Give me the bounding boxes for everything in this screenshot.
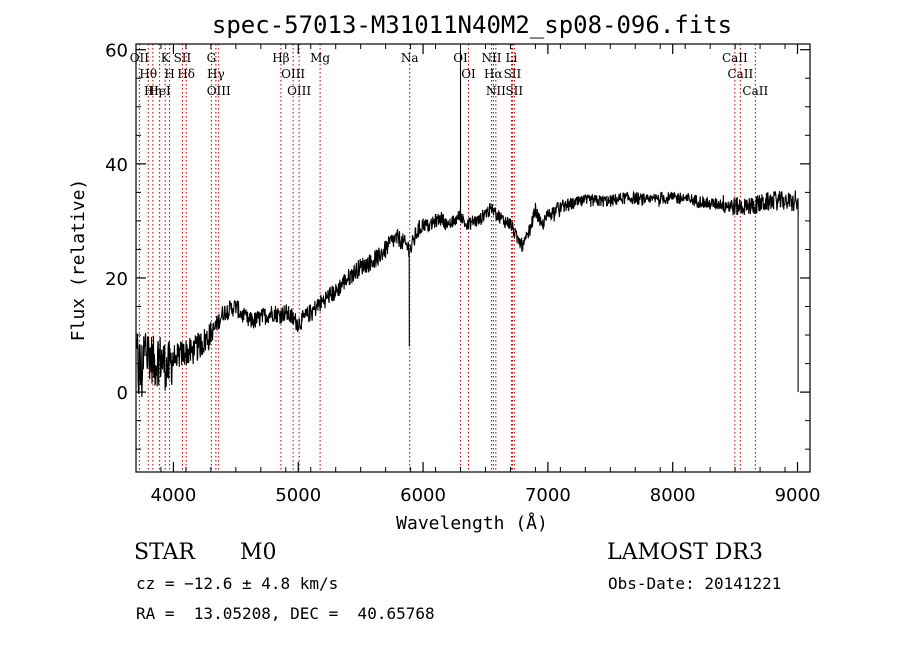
y-tick-label: 0: [117, 383, 128, 404]
line-label: CaII: [722, 51, 748, 65]
line-label: NII: [486, 84, 506, 98]
line-label: CaII: [742, 84, 768, 98]
line-label: OIII: [281, 67, 305, 81]
coordinates: RA = 13.05208, DEC = 40.65768: [136, 604, 435, 623]
object-class: STAR: [134, 540, 195, 565]
line-label: Hα: [484, 67, 503, 81]
survey-label: LAMOST DR3: [607, 540, 763, 565]
line-label: SII: [505, 84, 523, 98]
y-tick-label: 40: [105, 155, 128, 176]
line-label: OIII: [287, 84, 311, 98]
redshift-info: cz = −12.6 ± 4.8 km/s: [136, 574, 339, 593]
line-label: SII: [174, 51, 192, 65]
y-tick-label: 60: [105, 41, 128, 62]
x-tick-label: 7000: [525, 485, 571, 506]
observation-date: Obs-Date: 20141221: [608, 574, 782, 593]
y-tick-label: 20: [105, 269, 128, 290]
line-label: CaII: [727, 67, 753, 81]
x-axis: 4000 5000 6000 7000 8000 9000: [135, 44, 821, 506]
line-label: H: [164, 67, 174, 81]
line-label: OII: [130, 51, 150, 65]
line-label: Hη: [144, 84, 162, 98]
x-tick-label: 5000: [275, 485, 321, 506]
x-tick-label: 8000: [650, 485, 696, 506]
spectral-line-markers: [138, 44, 756, 472]
line-label: Mg: [310, 51, 330, 65]
line-label: G: [207, 51, 217, 65]
plot-frame: [135, 43, 811, 473]
line-label: Hγ: [207, 67, 225, 81]
line-label: NII: [481, 51, 501, 65]
x-tick-label: 6000: [400, 485, 446, 506]
line-label: Na: [401, 51, 419, 65]
line-label: OIII: [207, 84, 231, 98]
spectrum-line: [135, 49, 799, 398]
x-axis-label: Wavelength (Å): [396, 512, 548, 534]
line-label: Hθ: [139, 67, 157, 81]
line-label: OI: [461, 67, 476, 81]
line-label: Li: [506, 51, 518, 65]
line-label: Hδ: [177, 67, 195, 81]
y-axis: 0 20 40 60: [105, 41, 810, 450]
line-label: SII: [504, 67, 522, 81]
x-tick-label: 4000: [151, 485, 197, 506]
line-label: K: [161, 51, 171, 65]
object-subclass: M0: [240, 540, 277, 565]
y-axis-label: Flux (relative): [68, 179, 89, 342]
line-label: HeI: [148, 84, 171, 98]
chart-title: spec-57013-M31011N40M2_sp08-096.fits: [212, 11, 732, 39]
line-label: Hβ: [272, 51, 289, 65]
x-tick-label: 9000: [775, 485, 821, 506]
